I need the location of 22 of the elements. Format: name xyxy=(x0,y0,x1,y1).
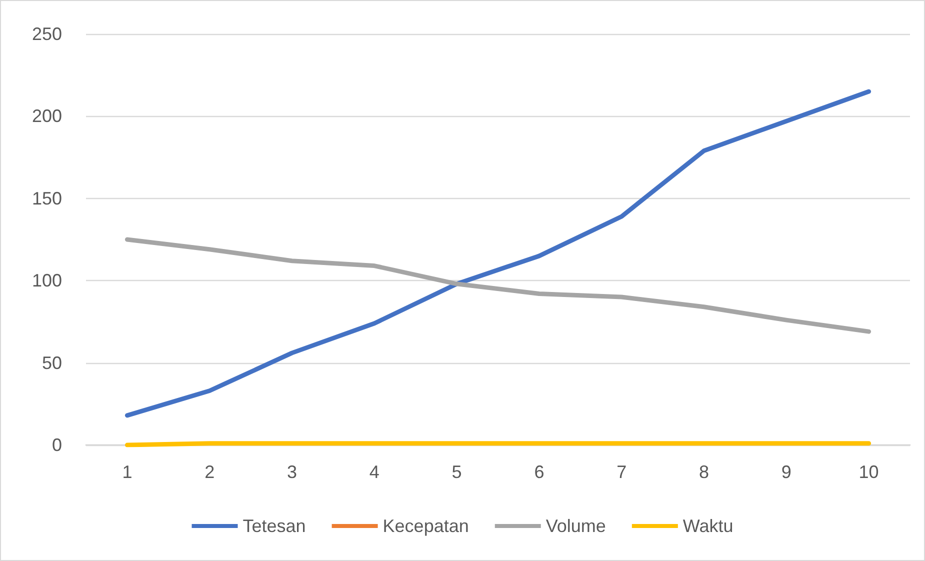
x-tick-label: 10 xyxy=(858,462,879,482)
y-tick-label: 200 xyxy=(32,106,62,126)
line-series xyxy=(124,89,872,418)
y-tick-label: 250 xyxy=(32,24,62,44)
legend-label: Kecepatan xyxy=(382,516,469,536)
x-tick-label: 8 xyxy=(698,462,710,482)
y-tick-label: 150 xyxy=(32,188,62,208)
x-tick-label: 6 xyxy=(534,462,544,482)
x-tick-label: 1 xyxy=(122,462,132,482)
legend-label: Volume xyxy=(546,516,606,536)
x-tick-label: 9 xyxy=(781,462,792,482)
x-tick-label: 4 xyxy=(369,462,380,482)
x-tick-label: 5 xyxy=(452,462,462,482)
y-tick-label: 50 xyxy=(42,352,62,373)
x-tick-label: 7 xyxy=(616,462,627,482)
y-tick-label: 100 xyxy=(32,270,62,291)
x-tick-label: 3 xyxy=(286,462,298,482)
y-tick-label: 0 xyxy=(52,435,62,455)
legend-label: Waktu xyxy=(682,516,734,536)
legend-label: Tetesan xyxy=(242,516,306,536)
x-tick-label: 2 xyxy=(204,462,215,482)
line-series xyxy=(124,237,872,334)
